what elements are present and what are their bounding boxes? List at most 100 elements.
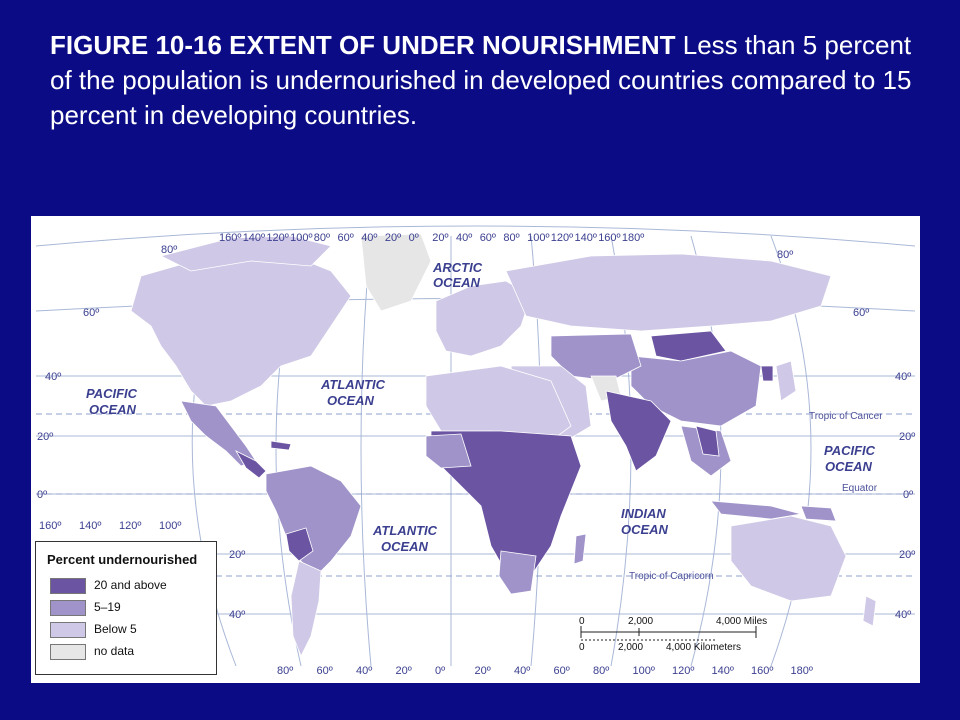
lat-label-80n-left: 80º <box>161 244 177 256</box>
graticule-parallel-80n <box>35 225 916 247</box>
top-longitude-label-2: 120º <box>266 232 288 244</box>
south-america-south-region <box>290 560 322 657</box>
top-longitude-labels: 160º 140º 120º 100º 80º 60º 40º 20º 0º 20º 40º 60º 8… <box>219 232 644 244</box>
arctic-ocean-label-1: ARCTIC <box>432 260 483 275</box>
bottom-longitude-label-11: 140º <box>712 665 734 677</box>
lat-label-60n-left: 60º <box>83 307 99 319</box>
figure-caption: FIGURE 10-16 EXTENT OF UNDER NOURISHMENT… <box>50 28 930 133</box>
bolivia-region <box>285 527 314 562</box>
legend-label: no data <box>94 644 135 658</box>
madagascar-region <box>573 533 587 565</box>
north-america-region <box>130 250 352 407</box>
top-longitude-label-16: 160º <box>598 232 620 244</box>
top-longitude-label-15: 140º <box>575 232 597 244</box>
legend-item: no data <box>50 644 210 660</box>
lat-label-40s-left: 40º <box>229 609 245 621</box>
left-longitude-label-3: 100º <box>159 520 181 532</box>
lat-label-eq-left: 0º <box>37 489 47 501</box>
left-longitude-label-2: 120º <box>119 520 141 532</box>
left-longitude-label-1: 140º <box>79 520 101 532</box>
top-longitude-label-17: 180º <box>622 232 644 244</box>
lat-label-60n-right: 60º <box>853 307 869 319</box>
atlantic-ocean-south-label-1: ATLANTIC <box>372 523 438 538</box>
indochina-region <box>695 425 720 457</box>
lat-label-40n-right: 40º <box>895 371 911 383</box>
top-longitude-label-6: 40º <box>361 232 377 244</box>
bottom-longitude-label-9: 100º <box>633 665 655 677</box>
new-zealand-region <box>862 595 877 627</box>
bottom-longitude-label-4: 0º <box>435 665 445 677</box>
top-longitude-label-14: 120º <box>551 232 573 244</box>
left-longitude-label-0: 160º <box>39 520 61 532</box>
top-longitude-label-5: 60º <box>338 232 354 244</box>
central-america-region <box>234 450 267 479</box>
canada-arctic-region <box>159 235 332 272</box>
bottom-longitude-label-2: 40º <box>356 665 372 677</box>
scale-bar: 0 2,000 4,000 Miles 0 2,000 4,000 Kilome… <box>576 616 796 656</box>
top-longitude-label-11: 60º <box>480 232 496 244</box>
legend-item: 5–19 <box>50 600 210 616</box>
lat-label-40n-left: 40º <box>45 371 61 383</box>
top-longitude-label-12: 80º <box>503 232 519 244</box>
caribbean-region <box>270 440 292 451</box>
lat-label-20s-right: 20º <box>899 549 915 561</box>
top-longitude-label-13: 100º <box>527 232 549 244</box>
map-legend: Percent undernourished 20 and above 5–19… <box>35 541 217 675</box>
atlantic-ocean-south-label-2: OCEAN <box>381 539 429 554</box>
legend-label: Below 5 <box>94 622 137 636</box>
russia-region <box>505 253 832 332</box>
scale-bar-lines <box>580 626 757 641</box>
top-longitude-label-3: 100º <box>290 232 312 244</box>
bottom-longitude-label-13: 180º <box>791 665 813 677</box>
legend-swatch <box>50 644 86 660</box>
lat-label-20n-left: 20º <box>37 431 53 443</box>
bottom-longitude-label-7: 60º <box>554 665 570 677</box>
legend-swatch <box>50 622 86 638</box>
figure-caption-text: Less than 5 percent of the population is… <box>50 30 912 130</box>
legend-title: Percent undernourished <box>47 552 198 567</box>
europe-region <box>435 280 532 357</box>
top-longitude-label-0: 160º <box>219 232 241 244</box>
atlantic-ocean-north-label-2: OCEAN <box>327 393 375 408</box>
legend-label: 20 and above <box>94 578 167 592</box>
pacific-ocean-west-label-2: OCEAN <box>89 402 137 417</box>
southern-africa-region <box>498 550 537 595</box>
north-korea-region <box>760 365 774 382</box>
scale-miles-4000: 4,000 Miles <box>716 616 768 627</box>
bottom-longitude-label-0: 80º <box>277 665 293 677</box>
atlantic-ocean-north-label-1: ATLANTIC <box>320 377 386 392</box>
bottom-longitude-label-5: 20º <box>475 665 491 677</box>
legend-label: 5–19 <box>94 600 121 614</box>
legend-item: 20 and above <box>50 578 210 594</box>
top-longitude-label-1: 140º <box>243 232 265 244</box>
lat-label-eq-right: 0º <box>903 489 913 501</box>
lat-label-20s-left: 20º <box>229 549 245 561</box>
south-asia-region <box>605 390 672 472</box>
bottom-longitude-label-3: 20º <box>396 665 412 677</box>
map-canvas: ARCTIC OCEAN PACIFIC OCEAN ATLANTIC OCEA… <box>35 225 916 677</box>
scale-km-4000: 4,000 Kilometers <box>666 642 742 653</box>
top-longitude-label-8: 0º <box>409 232 419 244</box>
graticule-meridian-w3 <box>360 235 372 667</box>
bottom-longitude-label-8: 80º <box>593 665 609 677</box>
mongolia-region <box>650 330 727 362</box>
equator-label: Equator <box>842 483 878 494</box>
bottom-longitude-label-1: 60º <box>317 665 333 677</box>
bottom-longitude-label-12: 160º <box>751 665 773 677</box>
top-longitude-label-9: 20º <box>432 232 448 244</box>
bottom-longitude-labels: 80º 60º 40º 20º 0º 20º 40º 60º 80º 100º 120º 140º 16… <box>277 665 813 677</box>
scale-km-2000: 2,000 <box>618 642 644 653</box>
indian-ocean-label-2: OCEAN <box>621 522 669 537</box>
china-region <box>630 350 762 427</box>
bottom-longitude-label-6: 40º <box>514 665 530 677</box>
lat-label-20n-right: 20º <box>899 431 915 443</box>
top-longitude-label-7: 20º <box>385 232 401 244</box>
west-africa-region <box>425 433 472 469</box>
world-map: ARCTIC OCEAN PACIFIC OCEAN ATLANTIC OCEA… <box>31 216 920 683</box>
scale-km-0: 0 <box>579 642 585 653</box>
papua-region <box>800 505 837 522</box>
figure-label: FIGURE 10-16 EXTENT OF UNDER NOURISHMENT <box>50 30 676 60</box>
australia-region <box>730 515 847 602</box>
greenland-region <box>360 233 432 312</box>
bottom-longitude-label-10: 120º <box>672 665 694 677</box>
